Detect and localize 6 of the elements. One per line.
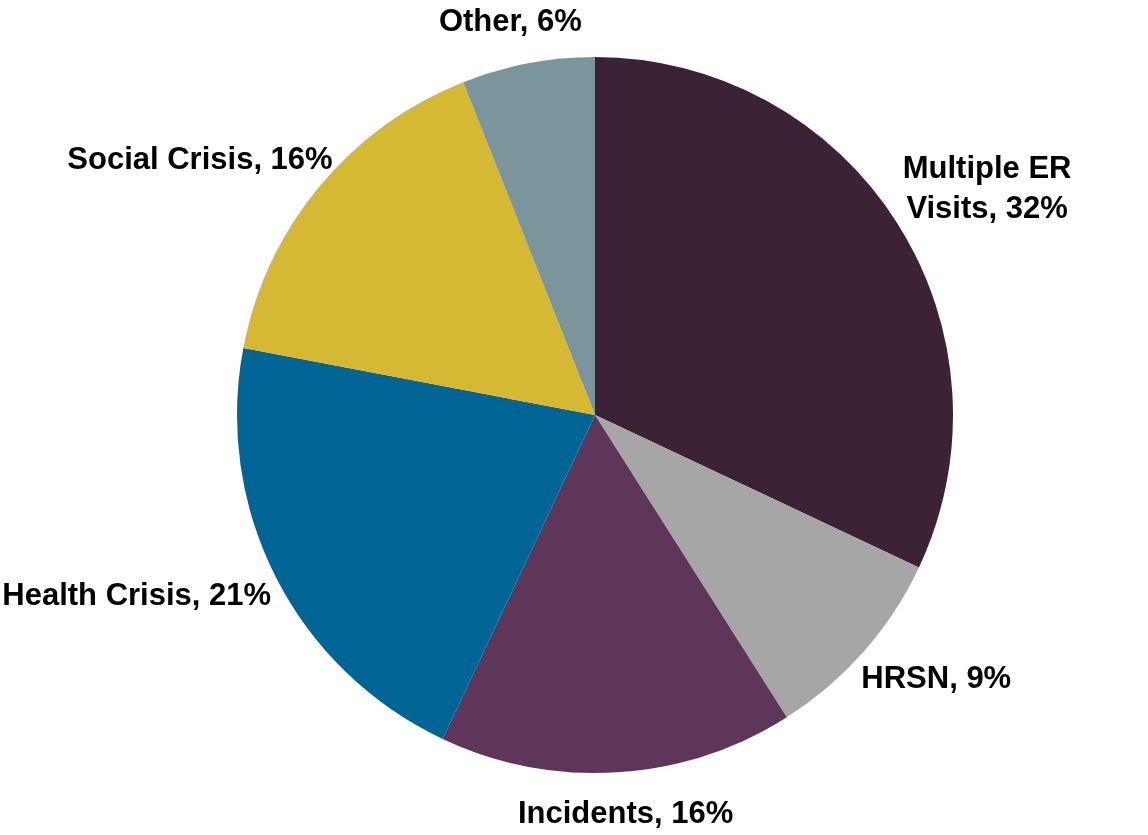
slice-label: HRSN, 9% (861, 660, 1012, 696)
slice-label: Health Crisis, 21% (2, 577, 272, 613)
slice-label: Social Crisis, 16% (67, 140, 333, 176)
slice-label: Multiple ER Visits, 32% (902, 150, 1072, 226)
slice-label: Other, 6% (438, 2, 582, 38)
slice-label: Incidents, 16% (517, 794, 734, 830)
